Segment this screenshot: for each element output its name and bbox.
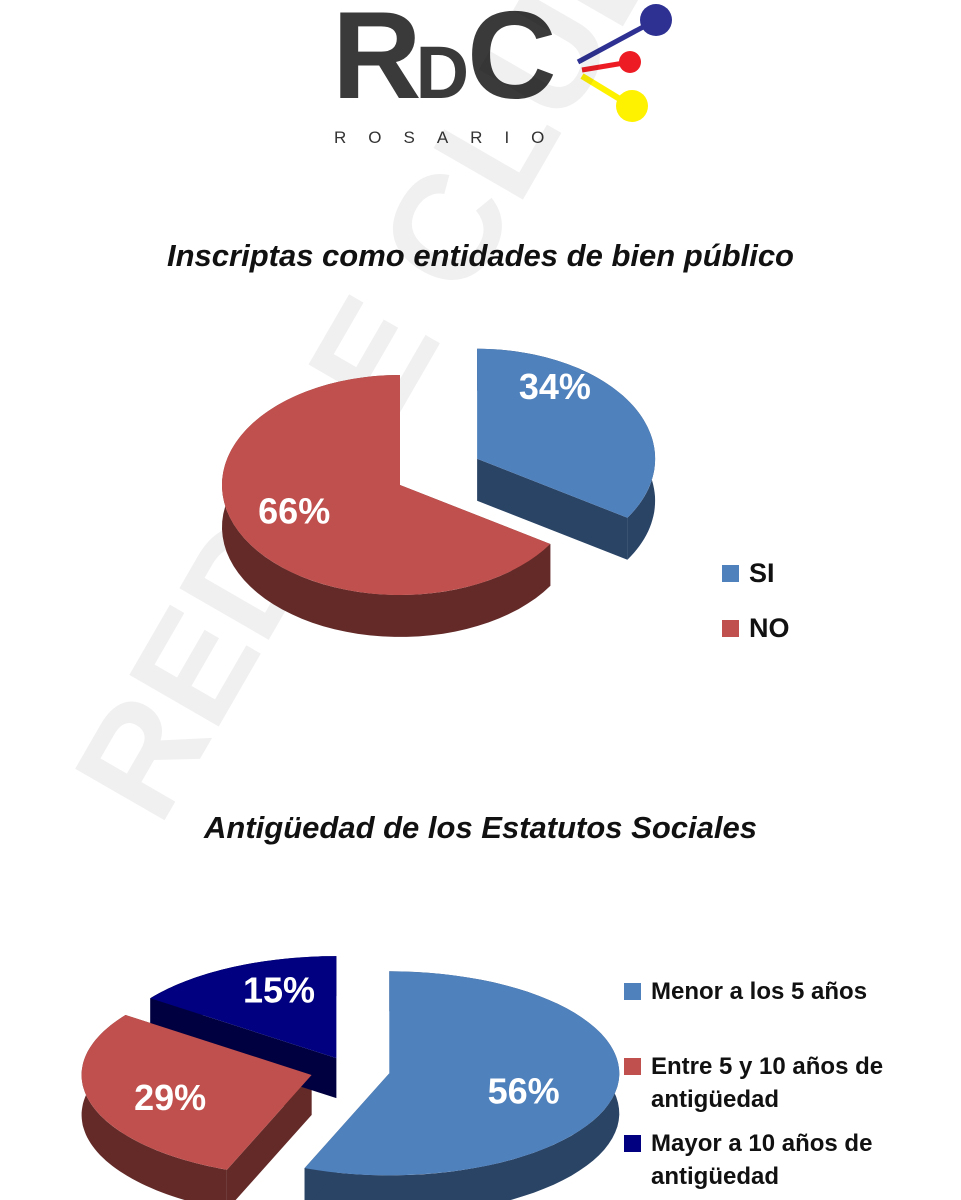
legend-swatch-menor-5	[624, 983, 641, 1000]
pie-slice-entre-5-y-10-anos-de-antiguedad	[81, 1014, 312, 1170]
legend-item-si: SI	[722, 558, 775, 589]
legend-item-menor-5: Menor a los 5 años	[624, 975, 924, 1008]
logo-subtitle: ROSARIO	[334, 128, 567, 147]
pie-chart-inscriptas: 34% 66%	[221, 348, 656, 637]
logo-wordmark: RDC	[332, 0, 557, 118]
legend-swatch-si	[722, 565, 739, 582]
pie-slice-no	[221, 375, 551, 595]
legend-label-no: NO	[749, 613, 790, 643]
logo-letter-r: R	[332, 0, 422, 125]
pie-chart-antiguedad: 56% 29% 15%	[81, 956, 620, 1200]
data-label-menor-a-los-5-anos: 56%	[488, 1070, 560, 1111]
data-label-si: 34%	[519, 366, 591, 407]
legend-label-menor-5: Menor a los 5 años	[651, 978, 868, 1005]
data-label-no: 66%	[258, 491, 330, 532]
legend-label-mayor-10: Mayor a 10 años de antigüedad	[651, 1130, 873, 1190]
logo-molecule-icon	[576, 4, 672, 122]
pie-slice-menor-a-los-5-anos	[304, 971, 620, 1176]
legend-label-si: SI	[749, 558, 775, 588]
logo-letter-d: D	[415, 31, 469, 114]
pie-slice-si	[477, 348, 656, 518]
data-label-entre-5-y-10-anos-de-antiguedad: 29%	[134, 1077, 206, 1118]
legend-swatch-mayor-10	[624, 1135, 641, 1152]
legend-item-no: NO	[722, 613, 790, 644]
logo-letter-c: C	[467, 0, 557, 125]
chart-title-antiguedad: Antigüedad de los Estatutos Sociales	[204, 810, 757, 845]
data-label-mayor-a-10-anos-de-antiguedad: 15%	[243, 970, 315, 1011]
chart-title-inscriptas: Inscriptas como entidades de bien públic…	[166, 238, 794, 273]
legend-item-mayor-10: Mayor a 10 años de antigüedad	[624, 1127, 924, 1193]
legend-swatch-entre-5-10	[624, 1058, 641, 1075]
legend-swatch-no	[722, 620, 739, 637]
legend-label-entre-5-10: Entre 5 y 10 años de antigüedad	[651, 1053, 884, 1113]
legend-item-entre-5-10: Entre 5 y 10 años de antigüedad	[624, 1050, 924, 1116]
pie-slice-mayor-a-10-anos-de-antiguedad	[150, 956, 337, 1059]
